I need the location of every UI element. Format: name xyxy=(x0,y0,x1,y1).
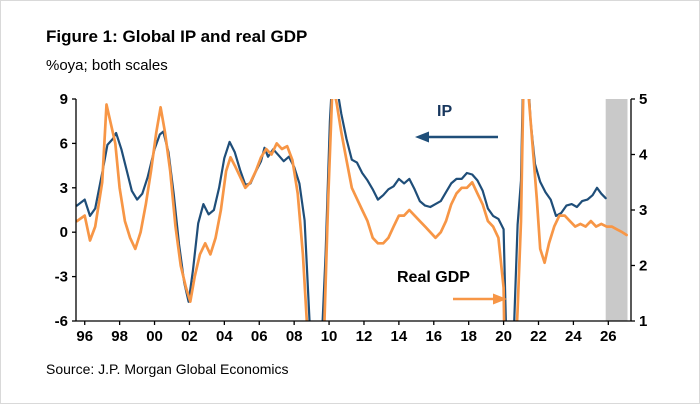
right-axis-tick-label: 1 xyxy=(639,313,647,330)
x-axis-tick-label: 04 xyxy=(216,328,233,345)
x-axis-tick-label: 20 xyxy=(495,328,512,345)
left-axis-tick-label: 0 xyxy=(60,224,68,241)
x-axis-tick-label: 06 xyxy=(251,328,268,345)
x-axis-tick-label: 24 xyxy=(565,328,582,345)
left-axis-tick-label: 6 xyxy=(60,135,68,152)
x-axis-tick-label: 22 xyxy=(530,328,547,345)
source-text: Source: J.P. Morgan Global Economics xyxy=(46,361,289,377)
right-axis-tick-label: 5 xyxy=(639,93,647,108)
x-axis-tick-label: 98 xyxy=(111,328,128,345)
x-axis-tick-label: 02 xyxy=(181,328,198,345)
x-axis-tick-label: 16 xyxy=(425,328,442,345)
x-axis-tick-label: 14 xyxy=(391,328,408,345)
series-layer xyxy=(76,99,628,321)
ip-series-label: IP xyxy=(437,103,453,120)
x-axis-tick-label: 18 xyxy=(460,328,477,345)
x-axis-tick-label: 08 xyxy=(286,328,303,345)
forecast-band xyxy=(605,99,628,321)
x-axis-tick-label: 12 xyxy=(356,328,373,345)
right-axis-tick-label: 2 xyxy=(639,258,647,275)
left-axis-tick-label: -6 xyxy=(55,313,68,330)
left-axis-tick-label: 3 xyxy=(60,180,68,197)
right-axis-tick-label: 4 xyxy=(639,147,648,164)
left-axis-tick-label: 9 xyxy=(60,93,68,108)
x-axis-tick-label: 26 xyxy=(600,328,617,345)
x-axis-tick-label: 96 xyxy=(76,328,93,345)
x-axis-tick-label: 00 xyxy=(146,328,163,345)
figure-subtitle: %oya; both scales xyxy=(46,57,168,74)
left-axis-tick-label: -3 xyxy=(55,269,68,286)
gdp-series-label: Real GDP xyxy=(397,269,470,286)
x-axis-tick-label: 10 xyxy=(321,328,338,345)
right-axis-tick-label: 3 xyxy=(639,202,647,219)
ip-arrow-head xyxy=(415,131,429,143)
gdp-arrow-head xyxy=(493,293,507,305)
figure-title: Figure 1: Global IP and real GDP xyxy=(46,27,308,46)
gdp-line xyxy=(76,99,628,321)
chart-area: 9 6 3 0 -3 -6 5 4 3 2 1 96 98 00 02 04 06 08 10 12 14 16 18 20 2… xyxy=(1,93,699,355)
